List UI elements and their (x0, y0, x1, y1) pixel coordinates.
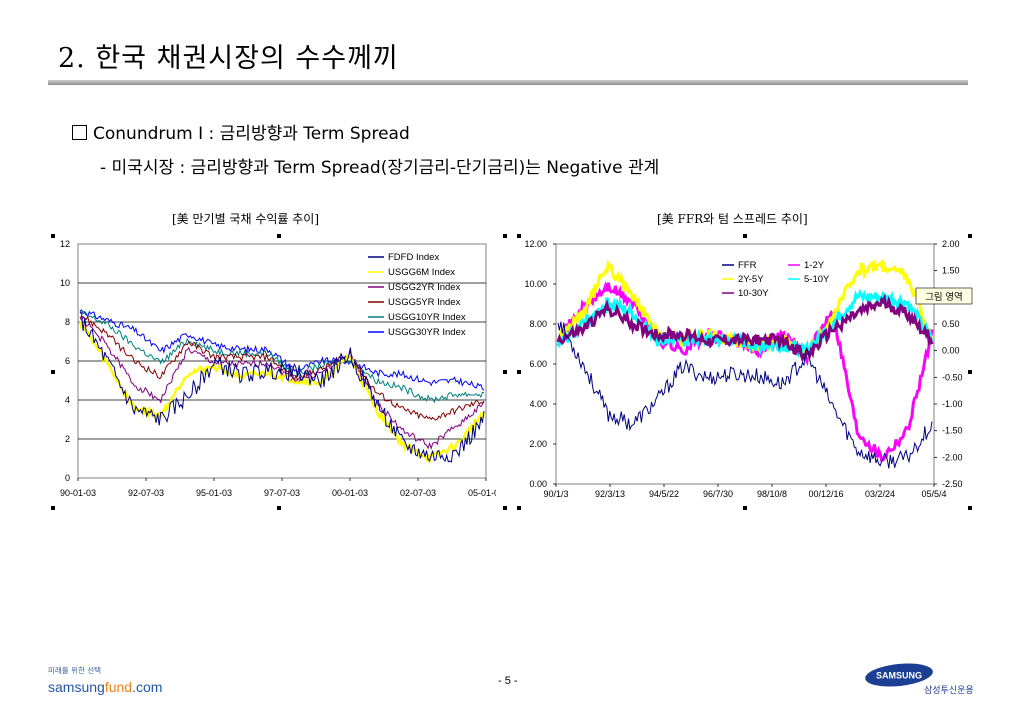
selection-handle[interactable] (503, 370, 507, 374)
selection-handle[interactable] (277, 234, 281, 238)
chart2-series-line (556, 293, 934, 363)
chart1-y-tick: 12 (60, 239, 70, 249)
chart2-tooltip-text: 그림 영역 (925, 291, 963, 303)
checkbox-square-icon (72, 125, 87, 140)
chart1-series-line (79, 315, 485, 421)
bullet-subpoint: - 미국시장 : 금리방향과 Term Spread(장기금리-단기금리)는 N… (100, 158, 660, 178)
page-title: 2. 한국 채권시장의 수수께끼 (58, 43, 399, 74)
chart2-tooltip (915, 287, 973, 305)
selection-handle[interactable] (517, 370, 521, 374)
chart2-legend-label: FFR (738, 260, 757, 271)
chart2-series-line (557, 321, 933, 469)
chart1-x-tick: 02-07-03 (400, 488, 436, 498)
chart2-legend-label: 2Y-5Y (738, 274, 764, 285)
chart1-legend-label: FDFD Index (388, 252, 439, 263)
chart2-y-tick: 2.00 (529, 439, 547, 449)
chart2-x-tick: 98/10/8 (757, 489, 787, 499)
chart1-y-tick: 10 (60, 278, 70, 288)
chart2-y2-tick: -1.00 (942, 399, 963, 409)
chart2-y-tick: 12.00 (524, 239, 547, 249)
selection-handle[interactable] (277, 506, 281, 510)
title-divider (48, 80, 968, 85)
chart2[interactable]: 0.00 2.00 4.00 6.00 8.00 10.00 12.00 -2.50 -2.00… (510, 230, 975, 510)
selection-handle[interactable] (517, 506, 521, 510)
chart2-x-tick: 03/2/24 (865, 489, 895, 499)
chart2-y2-tick: -2.50 (942, 479, 963, 489)
chart1-y-tick: 4 (65, 395, 70, 405)
chart1-series-line (79, 315, 485, 450)
selection-handle[interactable] (743, 234, 747, 238)
chart2-plot-area[interactable] (555, 243, 935, 485)
logo-text: SAMSUNG (876, 671, 922, 681)
selection-handle[interactable] (743, 506, 747, 510)
chart2-y-tick: 0.00 (529, 479, 547, 489)
chart1-legend-label: USGG5YR Index (388, 297, 461, 308)
chart1-legend-label: USGG2YR Index (388, 282, 461, 293)
selection-handle[interactable] (51, 234, 55, 238)
chart1-y-tick: 6 (65, 356, 70, 366)
chart2-y2-tick: 0.00 (942, 346, 960, 356)
footer-brand-b: fund (104, 679, 133, 695)
chart2-y-tick: 6.00 (529, 359, 547, 369)
chart2-y2-tick: -0.50 (942, 372, 963, 382)
chart1-x-tick: 05-01-03 (468, 488, 496, 498)
chart1-legend-label: USGG10YR Index (388, 312, 466, 323)
chart2-x-tick: 96/7/30 (703, 489, 733, 499)
chart2-y-tick: 8.00 (529, 319, 547, 329)
selection-handle[interactable] (503, 506, 507, 510)
chart2-x-tick: 90/1/3 (543, 489, 568, 499)
chart2-y2-tick: -2.00 (942, 452, 963, 462)
samsung-logo: SAMSUNG (865, 663, 933, 687)
chart1-y-tick: 2 (65, 434, 70, 444)
chart1-legend-label: USGG30YR Index (388, 327, 466, 338)
chart2-y-tick: 4.00 (529, 399, 547, 409)
chart2-y2-tick: 1.50 (942, 266, 960, 276)
chart2-y2-tick: -1.50 (942, 426, 963, 436)
chart2-x-tick: 05/5/4 (921, 489, 946, 499)
footer-brand[interactable]: samsungfund.com (48, 679, 162, 695)
chart1-y-tick: 8 (65, 317, 70, 327)
chart2-legend-label: 10-30Y (738, 288, 769, 299)
selection-handle[interactable] (51, 370, 55, 374)
chart2-legend-label: 5-10Y (804, 274, 830, 285)
chart2-x-tick: 92/3/13 (595, 489, 625, 499)
chart1-y-tick: 0 (65, 473, 70, 483)
selection-handle[interactable] (503, 234, 507, 238)
chart2-x-tick: 00/12/16 (808, 489, 843, 499)
chart1-series-line (79, 310, 485, 404)
selection-handle[interactable] (968, 506, 972, 510)
chart1-x-tick: 95-01-03 (196, 488, 232, 498)
page-number: - 5 - (498, 675, 518, 687)
selection-handle[interactable] (968, 370, 972, 374)
chart2-y-tick: 10.00 (524, 279, 547, 289)
footer-brand-a: samsung (48, 679, 105, 695)
chart1-series-line (78, 321, 486, 466)
chart1-svg: 0 2 4 6 8 10 12 90-01-03 92-07-03 95-01-03 97-07-0… (60, 239, 496, 498)
chart1[interactable]: 0 2 4 6 8 10 12 90-01-03 92-07-03 95-01-03 97-07-0… (46, 230, 496, 510)
footer-brand-c: .com (132, 679, 163, 695)
chart2-x-tick: 94/5/22 (649, 489, 679, 499)
chart1-x-tick: 00-01-03 (332, 488, 368, 498)
chart1-x-tick: 90-01-03 (60, 488, 96, 498)
chart2-y2-tick: 0.50 (942, 319, 960, 329)
chart2-legend-label: 1-2Y (804, 260, 825, 271)
chart1-x-tick: 92-07-03 (128, 488, 164, 498)
selection-handle[interactable] (51, 506, 55, 510)
chart1-series-line (79, 311, 485, 463)
bullet-heading-text: Conundrum I : 금리방향과 Term Spread (93, 124, 410, 144)
chart1-x-tick: 97-07-03 (264, 488, 300, 498)
selection-handle[interactable] (517, 234, 521, 238)
bullet-heading: Conundrum I : 금리방향과 Term Spread (72, 119, 410, 144)
chart1-title: [美 만기별 국채 수익률 추이] (172, 212, 320, 226)
selection-handle[interactable] (968, 234, 972, 238)
chart2-svg: 0.00 2.00 4.00 6.00 8.00 10.00 12.00 -2.50 -2.00… (524, 239, 973, 499)
chart2-title: [美 FFR와 텀 스프레드 추이] (657, 212, 808, 226)
footer-tagline: 미래를 위한 선택 (48, 666, 102, 675)
chart1-legend-label: USGG6M Index (388, 267, 455, 278)
chart2-y2-tick: 2.00 (942, 239, 960, 249)
company-name: 삼성투신운용 (924, 686, 974, 696)
